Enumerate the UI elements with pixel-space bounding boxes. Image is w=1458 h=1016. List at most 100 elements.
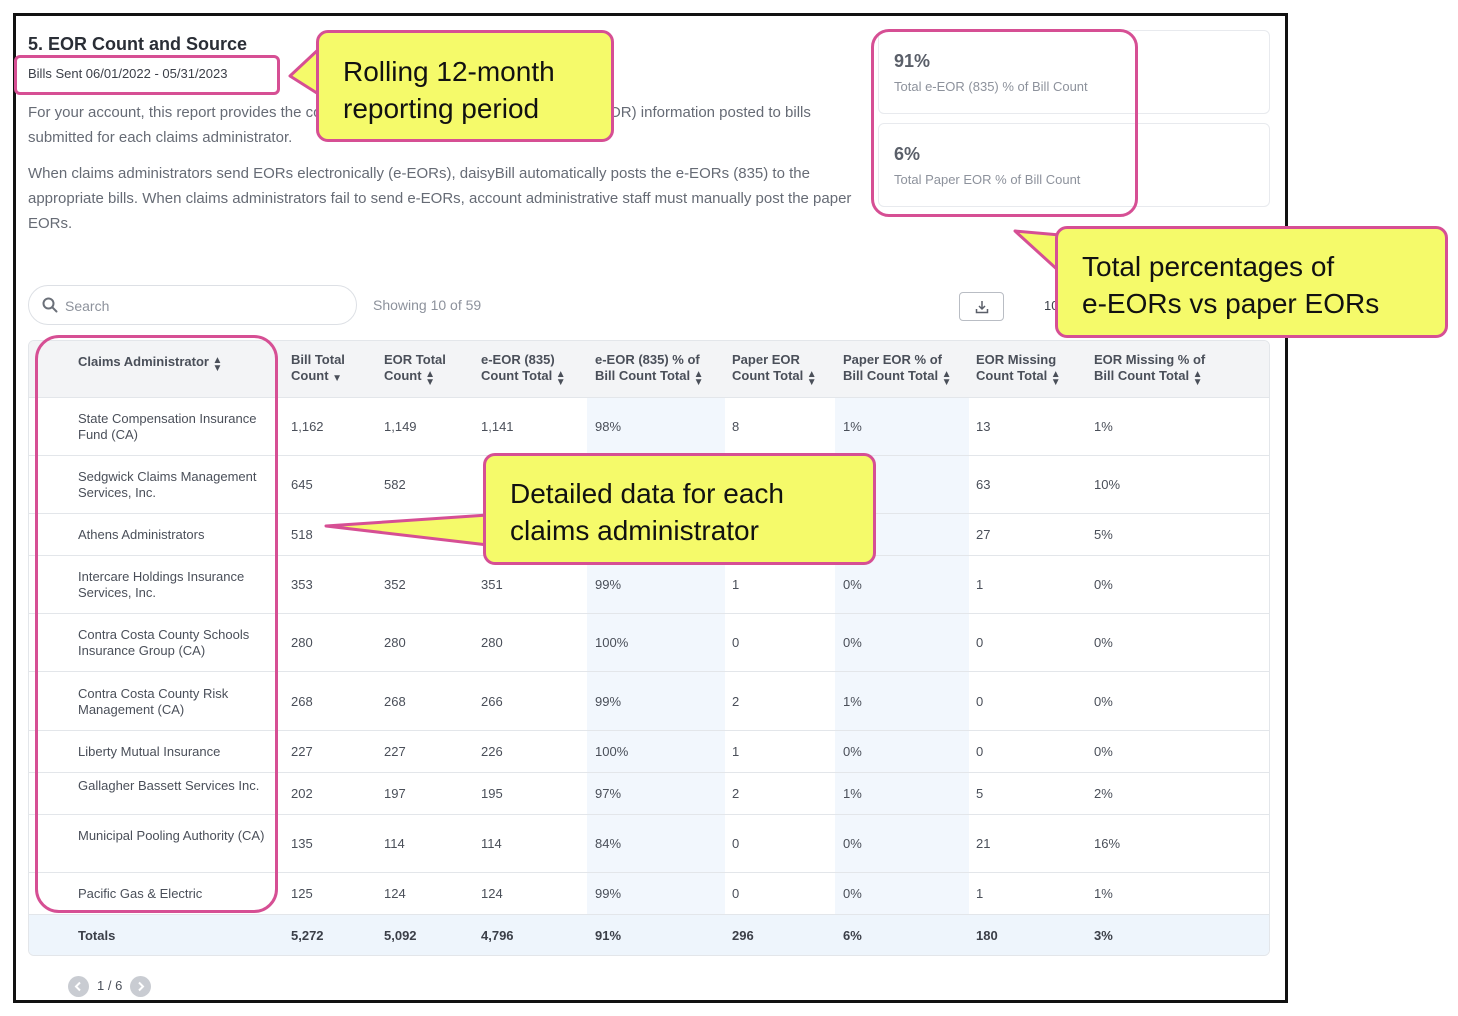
totals-label: Totals — [78, 928, 116, 943]
totals-cell: 4,796 — [481, 928, 514, 943]
table-cell: 1% — [1094, 419, 1113, 434]
sort-icon[interactable]: ▲▼ — [424, 368, 436, 385]
table-cell: 0% — [1094, 744, 1113, 759]
paper-eor-percent: 6% — [894, 144, 921, 164]
table-cell: 0% — [843, 886, 862, 901]
table-cell: 0% — [1094, 577, 1113, 592]
summary-highlight — [871, 29, 1138, 217]
totals-cell: 180 — [976, 928, 998, 943]
eeor-percent: 91% — [894, 51, 931, 71]
table-cell: 114 — [384, 836, 405, 851]
table-cell: 226 — [481, 744, 503, 759]
table-cell: 1 — [976, 886, 984, 901]
claims-administrator-name: Contra Costa County Risk Management (CA) — [78, 685, 229, 717]
table-cell: 99% — [595, 886, 622, 901]
table-cell: 1 — [976, 577, 984, 592]
table-row: Sedgwick Claims Management Services, Inc… — [29, 456, 1269, 514]
table-cell: 227 — [291, 744, 313, 759]
table-cell: 266 — [481, 693, 503, 709]
paper-eor-summary-card: 6% Total Paper EOR % of Bill Count — [878, 123, 1270, 207]
table-cell: 1% — [1094, 886, 1113, 901]
table-cell: 582 — [384, 477, 406, 492]
sort-icon[interactable]: ▼ — [331, 372, 343, 381]
sort-icon[interactable]: ▲▼ — [1050, 368, 1062, 385]
table-cell: 97% — [595, 786, 622, 801]
table-row: Liberty Mutual Insurance 227 227 226 100% 1 0%… — [29, 731, 1269, 773]
rows-per-page[interactable]: 10 — [1044, 298, 1059, 313]
next-page-button[interactable] — [130, 976, 151, 997]
table-cell: 0% — [843, 577, 862, 592]
date-range-highlight — [14, 55, 280, 95]
table-cell: 0 — [732, 635, 740, 650]
sort-icon[interactable]: ▲▼ — [806, 368, 818, 385]
table-row: Intercare Holdings Insurance Services, I… — [29, 556, 1269, 614]
eeor-percent-label: Total e-EOR (835) % of Bill Count — [894, 79, 1088, 94]
table-cell: 1% — [843, 786, 862, 801]
paper-pct-column-highlight — [835, 341, 969, 955]
table-cell: 8 — [732, 419, 740, 434]
claims-administrator-name: Contra Costa County Schools Insurance Gr… — [78, 627, 250, 658]
sort-icon[interactable]: ▲▼ — [941, 368, 953, 385]
totals-cell: 91% — [595, 928, 622, 943]
callout-detailed-data: Detailed data for each claims administra… — [483, 453, 876, 565]
table-row: Contra Costa County Risk Management (CA)… — [29, 672, 1269, 731]
callout-reporting-period: Rolling 12-month reporting period — [316, 30, 614, 142]
column-header-1[interactable]: Bill Total Count ▼ — [291, 352, 345, 383]
report-explanation: When claims administrators send EORs ele… — [28, 165, 852, 232]
paper-eor-percent-label: Total Paper EOR % of Bill Count — [894, 172, 1081, 187]
table-cell: 99% — [595, 693, 622, 709]
search-input[interactable] — [65, 296, 335, 316]
table-cell: 202 — [291, 786, 313, 801]
table-cell: 125 — [291, 886, 313, 901]
column-header-5[interactable]: Paper EOR Count Total ▲▼ — [732, 352, 818, 385]
claims-administrator-name: Municipal Pooling Authority (CA) — [78, 828, 265, 843]
column-header-7[interactable]: EOR Missing Count Total ▲▼ — [976, 352, 1062, 385]
page-indicator: 1 / 6 — [97, 978, 123, 993]
claims-administrator-name: Athens Administrators — [78, 527, 205, 542]
chevron-right-icon — [138, 981, 145, 992]
column-header-6[interactable]: Paper EOR % of Bill Count Total ▲▼ — [843, 352, 953, 385]
table-cell: 227 — [384, 744, 406, 759]
sort-icon[interactable]: ▲▼ — [555, 368, 567, 385]
totals-cell: 5,092 — [384, 928, 417, 943]
table-cell: 1% — [843, 419, 862, 434]
table-cell: 351 — [481, 577, 503, 592]
table-cell: 268 — [291, 693, 313, 709]
table-cell: 1% — [843, 693, 862, 709]
table-cell: 0 — [732, 836, 740, 851]
claims-administrator-name: Intercare Holdings Insurance Services, I… — [78, 569, 245, 600]
table-cell: 0% — [1094, 693, 1113, 709]
eor-table: Claims Administrator ▲▼ Bill Total Count ▼ EO… — [28, 340, 1270, 956]
sort-icon[interactable]: ▲▼ — [693, 368, 705, 385]
callout-total-percentages: Total percentages of e-EORs vs paper EOR… — [1055, 226, 1448, 338]
table-cell: 135 — [291, 836, 313, 851]
column-header-0[interactable]: Claims Administrator ▲▼ — [78, 354, 223, 371]
table-cell: 124 — [384, 886, 406, 901]
table-row: Municipal Pooling Authority (CA) 135 114 11… — [29, 815, 1269, 873]
table-cell: 13 — [976, 419, 991, 434]
table-cell: 197 — [384, 786, 406, 801]
claims-administrator-name: Gallagher Bassett Services Inc. — [78, 778, 260, 793]
table-cell: 98% — [595, 419, 622, 434]
claims-administrator-name: Pacific Gas & Electric — [78, 886, 203, 901]
table-cell: 2% — [1094, 786, 1113, 801]
chevron-left-icon — [74, 981, 81, 992]
column-header-2[interactable]: EOR Total Count ▲▼ — [384, 352, 446, 385]
totals-cell: 3% — [1094, 928, 1113, 943]
column-header-3[interactable]: e-EOR (835) Count Total ▲▼ — [481, 352, 567, 385]
download-button[interactable] — [959, 292, 1004, 321]
table-row: Gallagher Bassett Services Inc. 202 197 195… — [29, 773, 1269, 815]
table-cell: 518 — [291, 527, 313, 542]
sort-icon[interactable]: ▲▼ — [212, 354, 223, 371]
table-cell: 0% — [1094, 635, 1113, 650]
table-cell: 352 — [384, 577, 406, 592]
claims-administrator-name: Sedgwick Claims Management Services, Inc… — [78, 469, 257, 500]
search-box[interactable] — [28, 285, 357, 325]
table-cell: 280 — [291, 635, 313, 650]
column-header-8[interactable]: EOR Missing % of Bill Count Total ▲▼ — [1094, 352, 1206, 385]
sort-icon[interactable]: ▲▼ — [1192, 368, 1204, 385]
column-header-4[interactable]: e-EOR (835) % of Bill Count Total ▲▼ — [595, 352, 705, 385]
date-range-subtitle: Bills Sent 06/01/2022 - 05/31/2023 — [28, 66, 228, 81]
prev-page-button[interactable] — [68, 976, 89, 997]
table-cell: 0 — [976, 635, 984, 650]
